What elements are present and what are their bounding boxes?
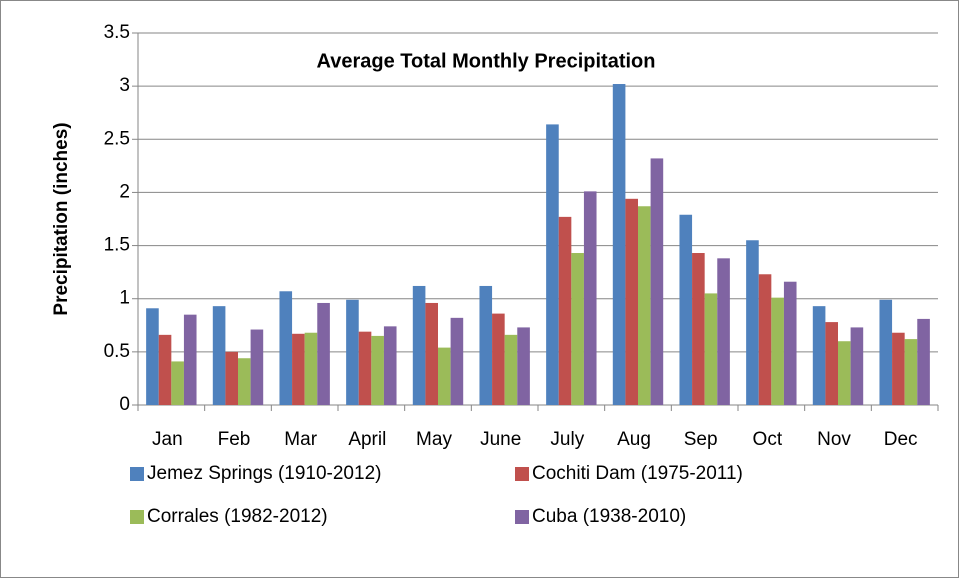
x-tick-label: April (348, 429, 386, 450)
bar (892, 332, 905, 405)
bar (825, 322, 838, 405)
bar (238, 358, 251, 405)
x-tick-label: Jan (152, 429, 183, 450)
y-tick-label: 0.5 (104, 341, 130, 362)
legend-swatch (515, 467, 529, 481)
legend-swatch (130, 467, 144, 481)
bar (371, 335, 384, 405)
bar (838, 341, 851, 405)
bar (746, 240, 759, 405)
bar (250, 329, 264, 405)
bar (171, 361, 184, 405)
x-tick-label: Sep (684, 429, 718, 450)
bar (771, 297, 784, 405)
legend-swatch (130, 510, 144, 524)
bar (558, 216, 572, 405)
legend-label: Jemez Springs (1910-2012) (147, 463, 381, 484)
bar (412, 285, 426, 405)
bar (425, 302, 438, 405)
y-axis-title: Precipitation (inches) (51, 122, 72, 315)
x-tick-label: June (480, 429, 521, 450)
bar (517, 327, 530, 405)
bar (704, 293, 718, 405)
y-tick-label: 3.5 (104, 22, 130, 43)
bar (571, 253, 584, 405)
x-tick-label: Dec (884, 429, 918, 450)
bar (479, 285, 493, 405)
bar (212, 306, 226, 405)
bar (346, 299, 359, 405)
y-tick-label: 0 (119, 394, 130, 415)
x-tick-label: Aug (617, 429, 651, 450)
y-tick-label: 2.5 (104, 128, 130, 149)
x-tick-label: Nov (817, 429, 851, 450)
bar (625, 198, 638, 405)
legend-label: Cochiti Dam (1975-2011) (532, 463, 743, 484)
bar (317, 302, 330, 405)
y-tick-label: 1 (119, 288, 130, 309)
bar (612, 84, 626, 405)
bar (383, 326, 397, 405)
x-tick-label: July (550, 429, 584, 450)
bar (292, 333, 305, 405)
bar (717, 258, 730, 405)
bar (279, 291, 293, 405)
bar (812, 306, 826, 405)
legend-label: Cuba (1938-2010) (532, 506, 686, 527)
bar (158, 334, 172, 405)
bar (692, 253, 705, 405)
x-tick-label: Mar (284, 429, 317, 450)
bar (879, 299, 893, 405)
bar (438, 347, 451, 405)
y-tick-label: 3 (119, 75, 130, 96)
legend-swatch (515, 510, 529, 524)
bar (225, 351, 238, 405)
bar (638, 206, 651, 405)
y-tick-label: 1.5 (104, 235, 130, 256)
y-tick-label: 2 (119, 181, 130, 202)
x-tick-label: May (416, 429, 452, 450)
bar (504, 334, 518, 405)
bar (783, 281, 797, 405)
bar (758, 274, 772, 405)
bar (904, 339, 918, 405)
bar (146, 308, 159, 405)
bar (450, 317, 464, 405)
bar (546, 124, 559, 406)
x-tick-label: Feb (218, 429, 251, 450)
bar (679, 214, 693, 405)
chart-title: Average Total Monthly Precipitation (317, 50, 656, 72)
bar (183, 314, 197, 405)
legend-label: Corrales (1982-2012) (147, 506, 328, 527)
bar (492, 313, 505, 405)
bar (583, 191, 597, 405)
bar (917, 318, 930, 405)
bar (358, 331, 372, 405)
bar (850, 327, 864, 405)
bar (304, 332, 318, 405)
bar (650, 158, 664, 405)
x-tick-label: Oct (753, 429, 783, 450)
